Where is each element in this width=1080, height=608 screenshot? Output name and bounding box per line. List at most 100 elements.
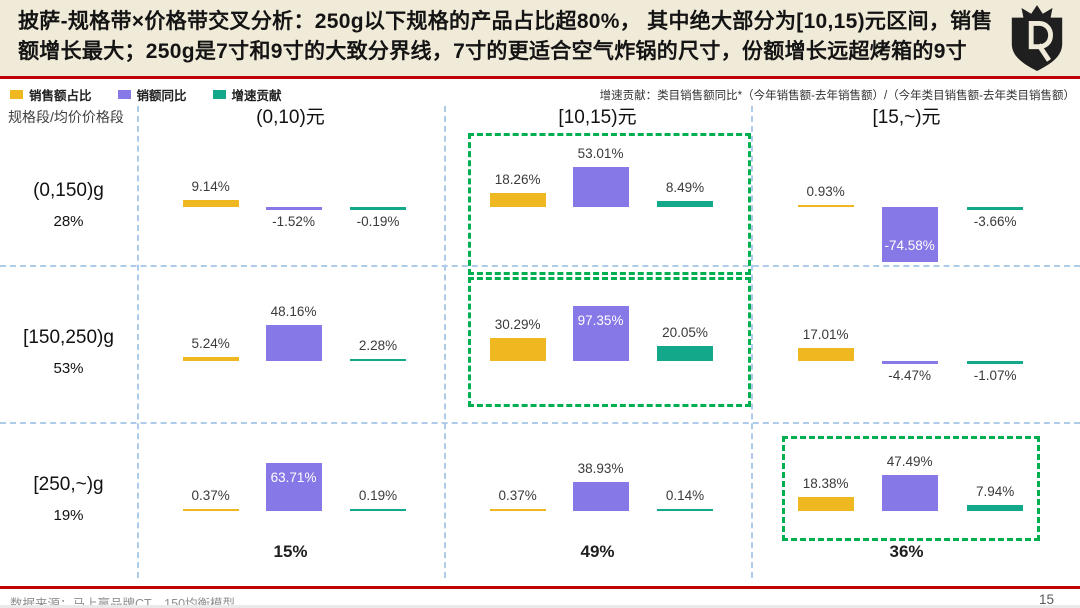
bar-value-label: -0.19% [356,213,400,229]
chart-cell-[150,250)g-[10,15)元: 30.29% 97.35% 20.05% [444,265,751,422]
slide-header: 披萨-规格带×价格带交叉分析：250g以下规格的产品占比超80%， 其中绝大部分… [0,0,1080,79]
bar-value-label: 8.49% [665,179,705,195]
weight-band-label: [150,250)g [23,327,114,348]
bar-value-label: 17.01% [802,327,849,343]
bar-growth-contribution [967,505,1024,511]
chart-cell-(0,150)g-[10,15)元: 18.26% 53.01% 8.49% [444,110,751,265]
column-total-3: 36% [889,542,924,561]
weight-band-share: 28% [53,213,84,230]
bar-sales-yoy [572,306,629,361]
window-bottom-edge [0,605,1080,608]
bar-value-label: -4.47% [888,368,931,384]
bar-growth-contribution [967,207,1024,210]
bar-sales-yoy [881,207,938,262]
bar-value-label: 53.01% [577,146,624,162]
bar-growth-contribution [349,508,406,511]
bar-growth-contribution [349,358,406,361]
bar-value-label: 48.16% [270,303,317,319]
chart-cell-[250,~)g-[15,~)元: 18.38% 47.49% 7.94% [751,422,1062,560]
bar-sales-share [489,193,546,207]
bar-sales-yoy [881,475,938,511]
bar-value-label: 7.94% [975,484,1015,500]
bar-sales-yoy [881,361,938,365]
chart-cell-[250,~)g-(0,10)元: 0.37% 63.71% 0.19% [137,422,444,560]
column-total-2: 49% [580,542,615,561]
row-divider [0,265,1080,267]
column-divider [137,106,139,578]
bar-value-label: 0.37% [498,487,537,503]
chart-legend: 销售额占比 销额同比 增速贡献 [10,85,282,104]
bar-value-label: 18.38% [802,476,849,492]
bar-growth-contribution [349,207,406,210]
brand-shield-logo [1011,5,1063,71]
column-total-1: 15% [273,542,308,561]
legend-item-growth-contribution: 增速贡献 [212,85,282,104]
legend-item-sales-share: 销售额占比 [10,85,92,104]
slide-title: 披萨-规格带×价格带交叉分析：250g以下规格的产品占比超80%， 其中绝大部分… [18,10,993,63]
bar-value-label: 30.29% [494,317,541,333]
bar-value-label: 47.49% [886,454,933,470]
bar-value-label: 0.19% [358,487,398,503]
legend-label: 销额同比 [136,89,187,103]
chart-cell-(0,150)g-(0,10)元: 9.14% -1.52% -0.19% [137,110,444,265]
row-header-weight-band-1: (0,150)g 28% [0,180,137,230]
bar-value-label: -1.52% [272,213,315,229]
page-number: 15 [1038,592,1054,607]
highlight-box [468,277,751,407]
bar-sales-share [797,348,854,361]
legend-label: 销售额占比 [29,89,92,103]
bar-sales-yoy [265,463,322,511]
bar-value-label: 63.71% [270,470,317,486]
row-header-weight-band-2: [150,250)g 53% [0,327,137,377]
column-header-price-band-3: [15,~)元 [872,107,941,128]
bar-sales-yoy [265,207,322,210]
bar-sales-share [182,357,239,361]
legend-item-sales-yoy: 销额同比 [117,85,187,104]
bar-value-label: 20.05% [662,324,708,340]
data-source-note: 数据来源：马上赢品牌CT，150均衡模型 [10,597,236,608]
bar-value-label: 97.35% [577,313,624,328]
bar-value-label: 9.14% [191,179,230,195]
legend-label: 增速贡献 [231,89,282,103]
sales-yoy-swatch-icon [117,90,131,99]
bar-sales-share [797,204,854,207]
bar-sales-yoy [265,324,322,361]
bar-growth-contribution [656,200,713,207]
column-divider [751,106,753,578]
row-divider [0,422,1080,424]
chart-cell-[250,~)g-[10,15)元: 0.37% 38.93% 0.14% [444,422,751,560]
bar-value-label: 38.93% [577,460,624,476]
bar-sales-yoy [572,481,629,511]
chart-cell-[150,250)g-(0,10)元: 5.24% 48.16% 2.28% [137,265,444,422]
bar-sales-yoy [572,167,629,207]
growth-contribution-swatch-icon [212,90,226,99]
column-header-price-band-2: [10,15)元 [558,107,637,128]
bar-value-label: 0.14% [665,487,705,503]
bar-sales-share [182,508,239,511]
chart-cell-[150,250)g-[15,~)元: 17.01% -4.47% -1.07% [751,265,1062,422]
bar-growth-contribution [967,361,1024,364]
weight-band-share: 19% [53,507,84,524]
bar-value-label: 18.26% [494,172,541,188]
bar-sales-share [489,338,546,361]
highlight-box [782,436,1040,541]
chart-cell-(0,150)g-[15,~)元: 0.93% -74.58% -3.66% [751,110,1062,265]
bar-sales-share [182,200,239,207]
bar-value-label: -1.07% [973,367,1017,383]
bar-sales-share [797,497,854,511]
footer-divider [0,586,1080,589]
metric-definition-note: 增速贡献：类目销售额同比*（今年销售额-去年销售额）/（今年类目销售额-去年类目… [599,90,1075,102]
axis-corner-label: 规格段/均价价格段 [8,109,124,125]
column-header-price-band-1: (0,10)元 [256,107,325,128]
bar-value-label: -74.58% [884,238,935,253]
bar-value-label: 2.28% [358,337,398,353]
bar-value-label: -3.66% [973,213,1017,229]
weight-band-label: [250,~)g [33,474,104,495]
column-divider [444,106,446,578]
bar-value-label: 0.37% [191,487,230,503]
weight-band-label: (0,150)g [33,180,104,201]
highlight-box [468,133,751,275]
weight-band-share: 53% [53,360,84,377]
bar-sales-share [489,508,546,511]
